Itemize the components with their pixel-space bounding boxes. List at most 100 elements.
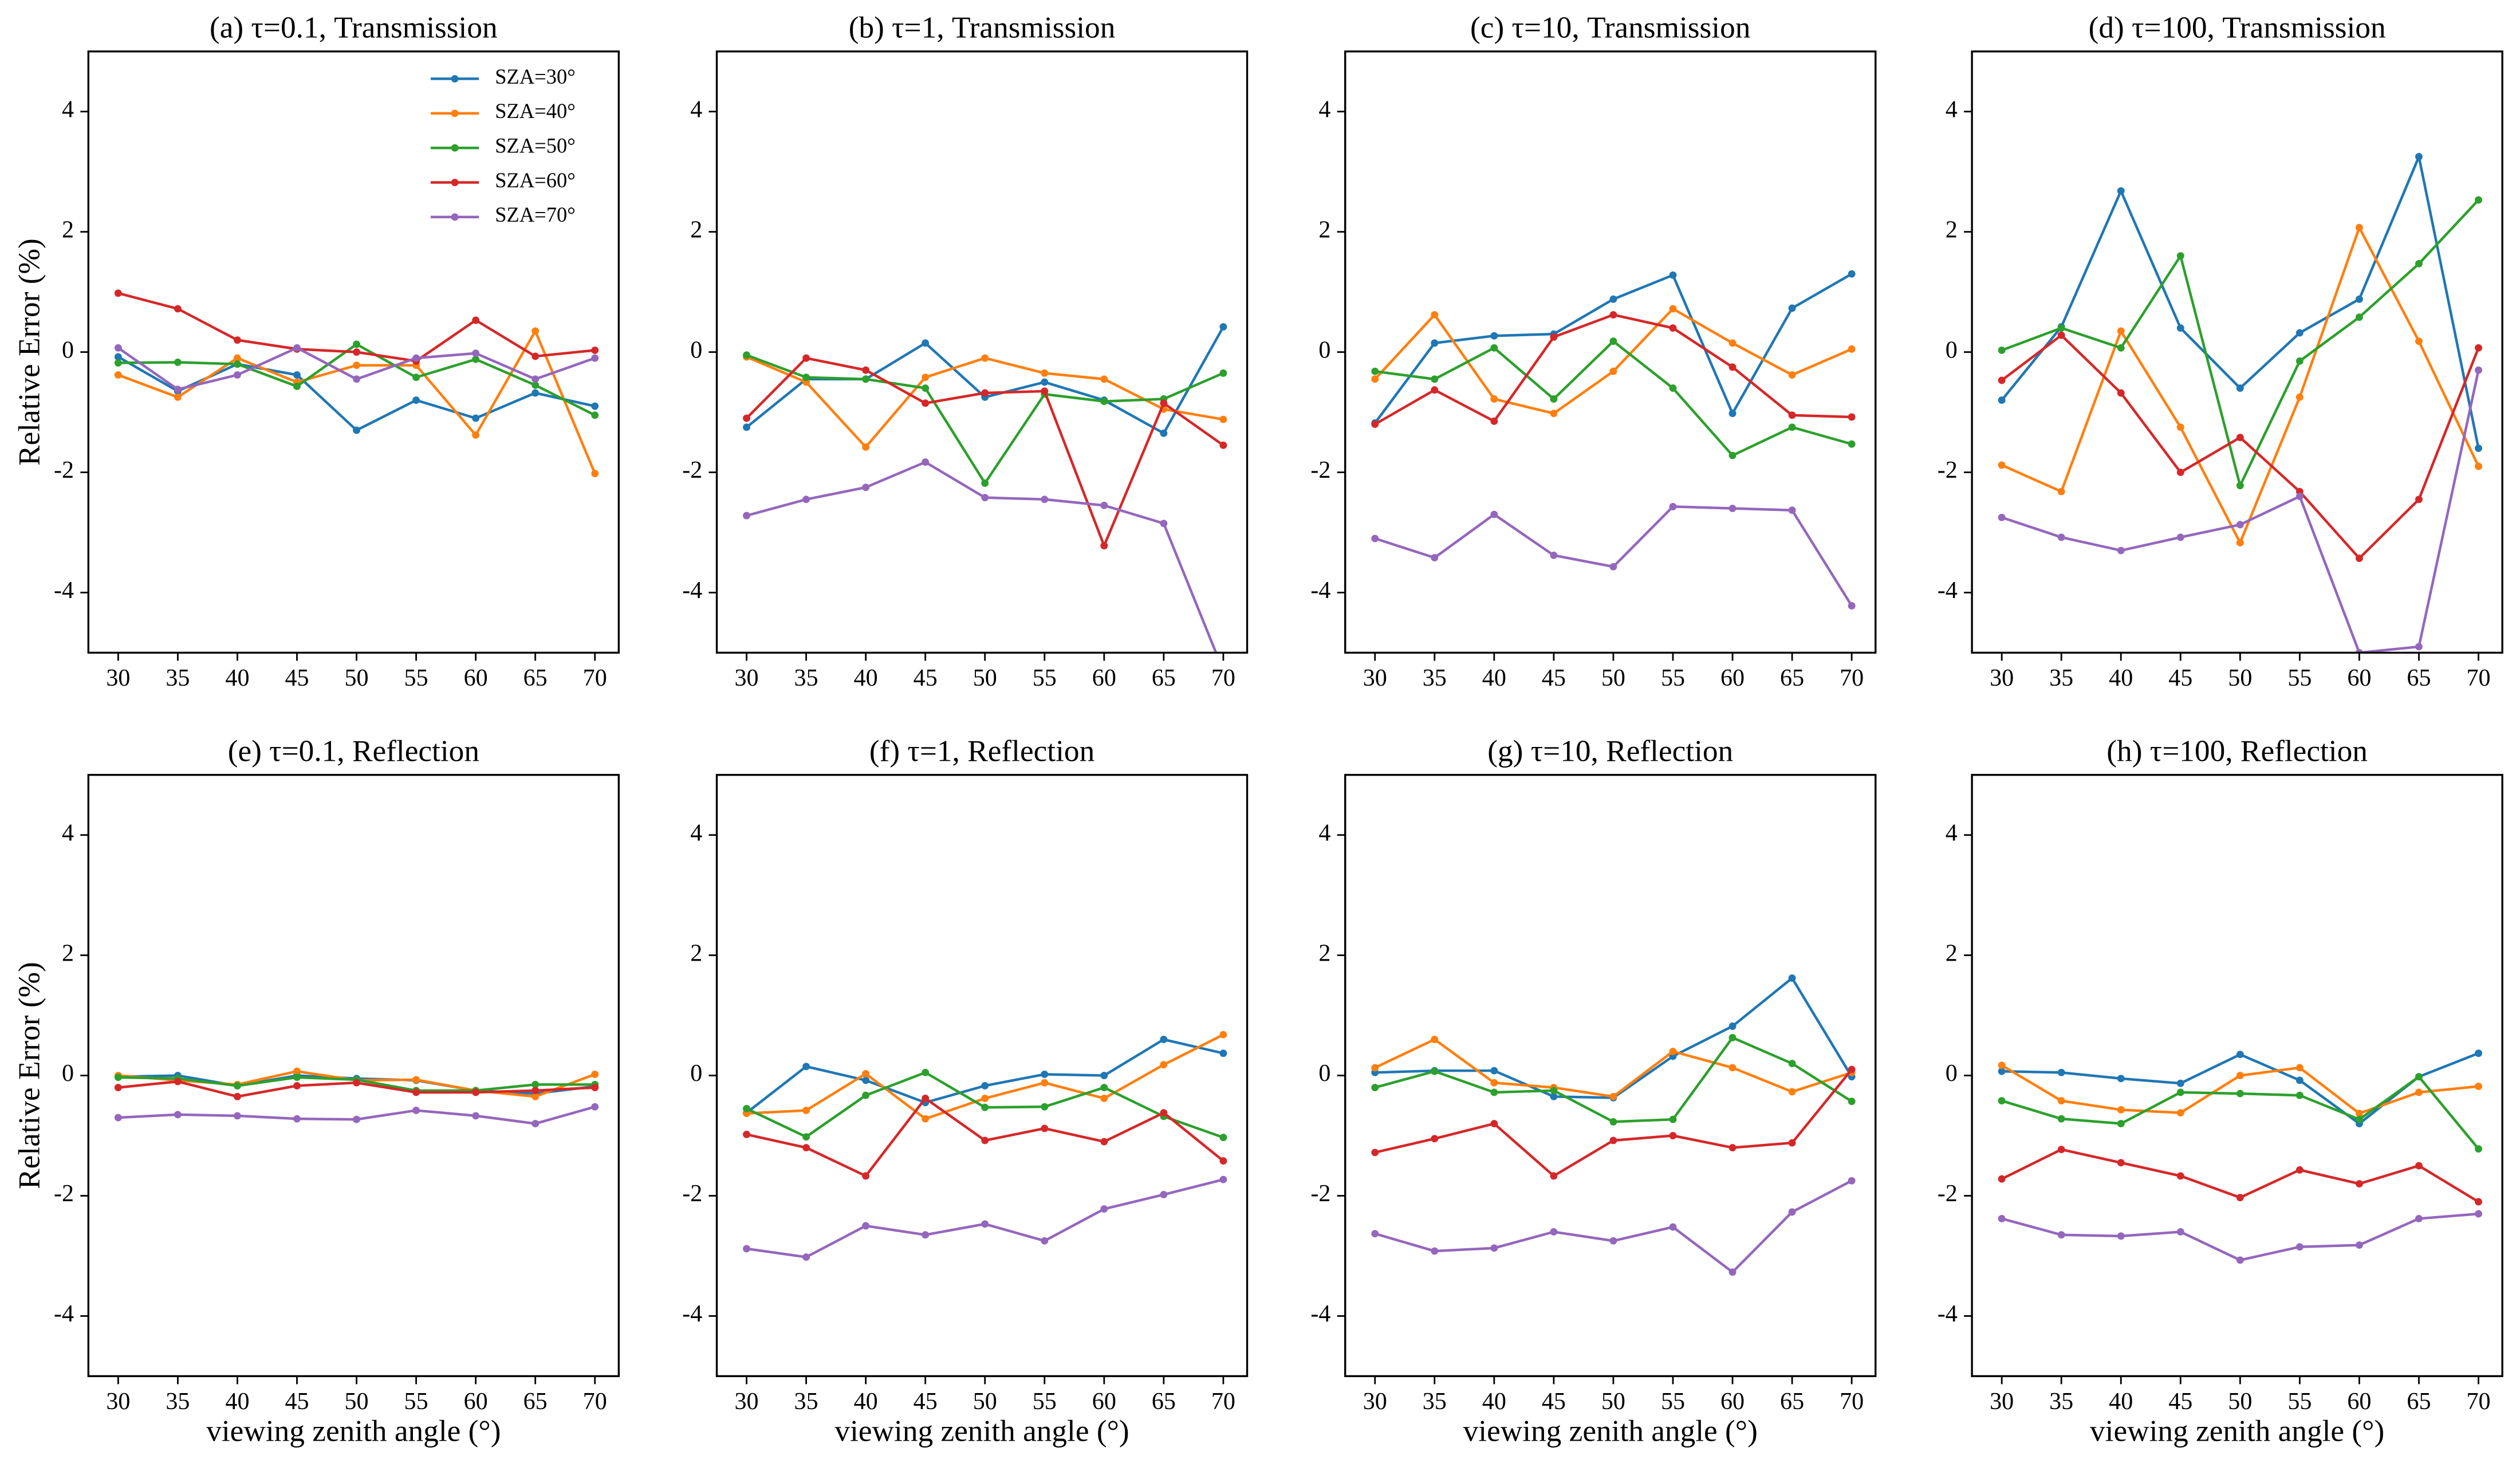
data-point: [1371, 1149, 1379, 1157]
data-point: [114, 1073, 122, 1081]
data-point: [1041, 369, 1049, 377]
data-point: [2355, 295, 2363, 303]
data-point: [1998, 1097, 2006, 1105]
data-point: [174, 393, 182, 401]
x-tick-label: 50: [2228, 664, 2252, 691]
data-point: [2057, 324, 2065, 332]
data-point: [531, 1087, 540, 1095]
data-point: [981, 1136, 989, 1144]
data-point: [1848, 602, 1856, 610]
data-point: [2236, 538, 2244, 546]
data-point: [1998, 461, 2006, 469]
data-point: [1609, 1237, 1617, 1245]
data-point: [1041, 1079, 1049, 1087]
data-point: [2236, 1051, 2244, 1059]
data-point: [2415, 643, 2423, 651]
x-tick-label: 70: [1840, 1388, 1864, 1415]
data-point: [472, 431, 480, 439]
x-tick-label: 45: [914, 1388, 938, 1415]
y-tick-label: 0: [1318, 336, 1330, 363]
subplot-title: (h) τ=100, Reflection: [2106, 734, 2368, 768]
data-point: [114, 359, 122, 367]
data-point: [2117, 389, 2125, 397]
data-point: [353, 348, 361, 356]
series-line: [1374, 1038, 1852, 1098]
data-point: [1669, 502, 1677, 510]
data-point: [2236, 521, 2244, 529]
y-tick-label: 2: [1318, 939, 1330, 966]
subplot: (f) τ=1, Reflection -4 -2 0 2 4 30 35 40 45 50 55 60…: [682, 734, 1249, 1448]
data-point: [2355, 1180, 2363, 1187]
data-point: [2475, 445, 2482, 453]
data-point: [1550, 1228, 1558, 1236]
data-point: [2415, 153, 2423, 160]
data-point: [1609, 1136, 1617, 1144]
y-tick-label: 0: [1318, 1060, 1330, 1087]
data-point: [591, 402, 599, 410]
data-point: [174, 305, 182, 313]
data-point: [1100, 1138, 1108, 1146]
y-tick-label: 4: [1318, 819, 1330, 846]
series-line: [2001, 1212, 2479, 1262]
data-point: [2176, 1079, 2184, 1087]
data-point: [531, 1092, 540, 1100]
data-point: [531, 352, 540, 360]
series-line: [1375, 976, 1853, 1099]
axes-frame: [1971, 774, 2503, 1378]
x-tick-label: 30: [735, 664, 759, 691]
data-point: [1848, 1177, 1856, 1185]
x-tick-label: 60: [1092, 664, 1116, 691]
x-tick-label: 40: [2109, 664, 2133, 691]
data-point: [802, 1107, 810, 1114]
data-point: [1371, 420, 1379, 428]
x-tick-label: 55: [1033, 1388, 1057, 1415]
data-point: [412, 354, 420, 362]
x-tick-label: 35: [166, 1388, 190, 1415]
data-point: [1669, 1132, 1677, 1140]
subplot-title: (c) τ=10, Transmission: [1470, 10, 1750, 45]
data-point: [1728, 451, 1737, 459]
data-point: [1431, 386, 1439, 394]
series-line: [2002, 1052, 2479, 1126]
x-tick-label: 55: [1661, 1388, 1685, 1415]
data-point: [2355, 223, 2363, 231]
y-tick-label: 4: [1946, 96, 1958, 123]
data-point: [1431, 1067, 1439, 1075]
y-tick-label: 0: [690, 336, 702, 363]
x-tick-label: 30: [1363, 1388, 1387, 1415]
data-point: [981, 1095, 989, 1102]
x-tick-label: 70: [1211, 664, 1235, 691]
data-point: [1100, 542, 1108, 550]
data-point: [2475, 1210, 2482, 1218]
data-point: [2355, 1241, 2363, 1249]
y-tick-label: -2: [1310, 457, 1330, 483]
data-point: [1490, 344, 1498, 352]
data-point: [2355, 313, 2363, 321]
plot-area: [1998, 1049, 2482, 1264]
data-point: [2295, 1243, 2304, 1251]
data-point: [1431, 375, 1439, 383]
data-point: [1490, 1244, 1498, 1252]
x-tick-label: 50: [2228, 1388, 2252, 1415]
data-point: [1609, 1092, 1617, 1100]
x-tick-label: 30: [106, 1388, 130, 1415]
data-point: [2117, 1232, 2125, 1240]
data-point: [1490, 1079, 1498, 1087]
series-line: [746, 353, 1224, 486]
data-point: [114, 353, 122, 361]
data-point: [1100, 501, 1108, 509]
data-point: [2475, 462, 2482, 470]
x-tick-label: 35: [2049, 1388, 2073, 1415]
y-tick-label: -4: [54, 577, 74, 604]
data-point: [1100, 1084, 1108, 1092]
data-point: [1219, 323, 1227, 331]
data-point: [802, 1144, 810, 1152]
data-point: [743, 1104, 751, 1112]
data-point: [2415, 495, 2423, 504]
data-point: [1550, 395, 1558, 403]
y-tick-label: -4: [682, 577, 702, 604]
data-point: [353, 1115, 361, 1123]
y-tick-label: 4: [690, 96, 702, 123]
data-point: [922, 1231, 930, 1239]
